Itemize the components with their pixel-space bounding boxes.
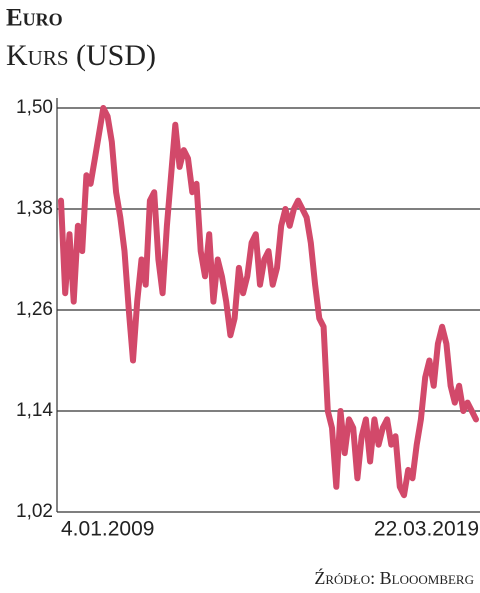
y-tick-label: 1,02 xyxy=(16,501,53,522)
y-tick-label: 1,26 xyxy=(16,299,53,320)
y-tick-label: 1,50 xyxy=(16,97,53,118)
line xyxy=(58,105,479,499)
chart-title: Euro xyxy=(6,5,63,32)
x-tick-label: 4.01.2009 xyxy=(61,518,154,541)
chart-subtitle: Kurs (USD) xyxy=(6,39,156,72)
y-tick-label: 1,38 xyxy=(16,198,53,219)
source: Źródło: Blooomberg xyxy=(314,567,474,588)
x-tick-label: 22.03.2019 xyxy=(374,518,479,541)
y-tick-label: 1,14 xyxy=(16,400,53,421)
